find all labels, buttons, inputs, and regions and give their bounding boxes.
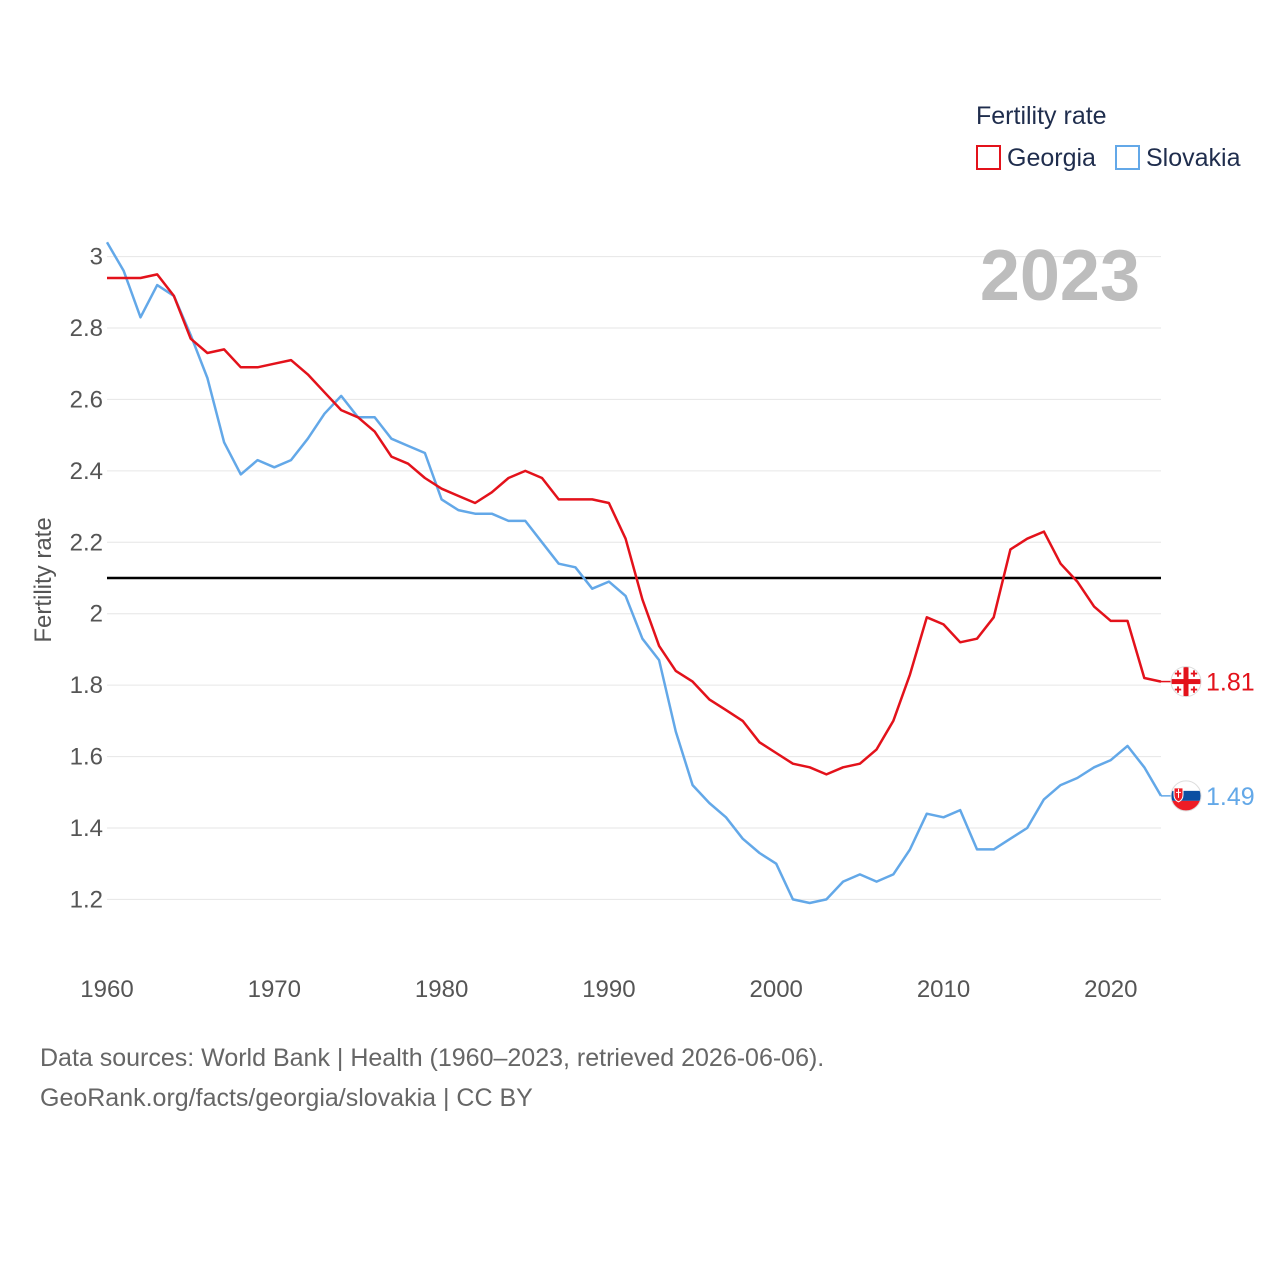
x-tick-label: 1960 [80,976,133,1003]
year-label: 2023 [980,236,1140,316]
y-tick-label: 2 [90,601,103,628]
georgia-flag-icon [1170,666,1202,698]
y-tick-label: 2.4 [70,458,103,485]
legend-item-georgia[interactable]: Georgia [976,144,1096,172]
y-axis-ticks: 1.2 1.4 1.6 1.8 2 2.2 2.4 2.6 2.8 3 [70,244,103,914]
legend-swatch-georgia [976,145,1001,170]
y-axis-title: Fertility rate [30,517,57,642]
footer-credit: GeoRank.org/facts/georgia/slovakia | CC … [40,1084,533,1112]
legend-item-slovakia[interactable]: Slovakia [1115,144,1241,172]
x-axis-ticks: 1960 1970 1980 1990 2000 2010 2020 [80,976,1137,1003]
y-tick-label: 3 [90,244,103,271]
legend-swatch-slovakia [1115,145,1140,170]
legend-label-georgia: Georgia [1007,144,1096,172]
series-lines [105,241,1163,905]
legend-title: Fertility rate [976,102,1107,130]
y-tick-label: 2.6 [70,386,103,413]
x-tick-label: 2010 [917,976,970,1003]
x-tick-label: 2020 [1084,976,1137,1003]
series-line-georgia [107,273,1162,776]
x-tick-label: 1990 [582,976,635,1003]
x-tick-label: 1980 [415,976,468,1003]
y-tick-label: 1.2 [70,886,103,913]
legend-label-slovakia: Slovakia [1146,144,1241,172]
end-markers: 1.81 1.49 [1161,666,1255,812]
end-value-label-georgia: 1.81 [1206,669,1255,697]
y-tick-label: 1.4 [70,815,103,842]
slovakia-flag-icon [1170,780,1202,812]
fertility-rate-chart: 1.21.41.61.822.22.42.62.83 1960 1970 1980 1… [30,102,1255,1003]
gridlines [107,256,1161,900]
x-tick-label: 2000 [750,976,803,1003]
footer-sources: Data sources: World Bank | Health (1960–… [40,1044,825,1072]
y-tick-label: 2.2 [70,529,103,556]
series-line-slovakia [105,241,1163,905]
end-value-label-slovakia: 1.49 [1206,783,1255,811]
y-tick-label: 1.8 [70,672,103,699]
y-tick-label: 2.8 [70,315,103,342]
legend: Fertility rate Georgia Slovakia [976,102,1241,172]
x-tick-label: 1970 [248,976,301,1003]
y-tick-label: 1.6 [70,744,103,771]
